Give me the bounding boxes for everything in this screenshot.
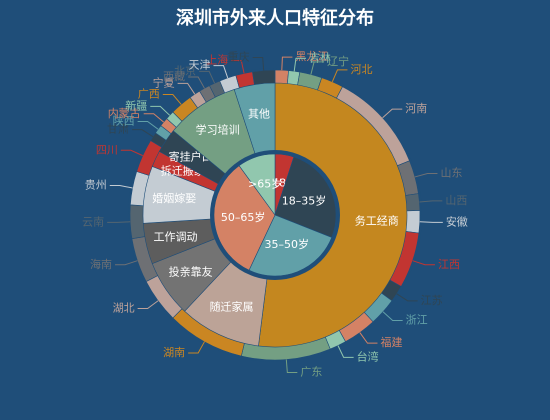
reason-label-0: 务工经商: [355, 213, 399, 227]
province-label-20: 甘肃: [107, 123, 129, 136]
province-label-line-6: [419, 200, 443, 203]
province-label-23: 新疆: [125, 98, 147, 112]
province-label-line-30: [252, 56, 265, 71]
age-label-4: >65岁: [248, 177, 282, 191]
province-label-30: 重庆: [228, 49, 250, 63]
province-label-line-14: [188, 341, 205, 354]
province-label-line-17: [107, 221, 131, 223]
province-label-25: 宁夏: [153, 75, 175, 89]
reason-label-1: 随迁家属: [210, 299, 254, 313]
province-label-line-1: [293, 57, 306, 72]
province-label-line-3: [331, 69, 348, 83]
province-label-14: 湖南: [163, 346, 185, 359]
inner-ring-border: [210, 150, 340, 280]
reason-label-4: 婚姻嫁娶: [152, 191, 196, 205]
province-label-line-18: [109, 185, 133, 189]
province-label-line-12: [337, 345, 354, 358]
province-label-line-21: [137, 121, 159, 130]
age-slice-3[interactable]: [213, 165, 276, 271]
age-label-2: 35–50岁: [265, 237, 310, 251]
province-label-line-8: [412, 260, 435, 266]
province-label-2: 辽宁: [327, 54, 349, 68]
province-label-11: 福建: [380, 335, 402, 349]
province-label-0: 黑龙江: [295, 50, 328, 63]
province-label-28: 天津: [188, 59, 210, 72]
province-label-line-23: [150, 105, 171, 116]
province-label-line-24: [162, 93, 182, 105]
reason-label-3: 工作调动: [153, 230, 197, 243]
province-label-line-5: [414, 173, 438, 178]
province-label-line-9: [396, 293, 418, 302]
reason-label-2: 投亲靠友: [169, 264, 213, 278]
province-label-line-19: [120, 149, 143, 157]
province-label-line-29: [231, 60, 245, 74]
province-label-15: 湖北: [113, 301, 135, 314]
reason-label-8: 其他: [248, 107, 270, 120]
province-label-22: 内蒙古: [108, 106, 141, 120]
province-label-line-22: [143, 113, 165, 123]
province-label-5: 山东: [440, 167, 462, 180]
age-label-1: 18–35岁: [282, 193, 327, 207]
province-label-line-0: [281, 56, 293, 71]
province-label-line-10: [382, 311, 403, 321]
province-label-line-25: [177, 82, 196, 95]
reason-label-7: 学习培训: [196, 123, 240, 137]
province-label-16: 海南: [90, 257, 112, 271]
province-label-17: 云南: [82, 215, 104, 228]
province-label-29: 上海: [206, 53, 228, 67]
age-label-3: 50–65岁: [221, 210, 266, 224]
province-label-1: 吉林: [309, 50, 331, 64]
province-label-12: 台湾: [357, 349, 379, 363]
province-label-line-26: [188, 76, 205, 89]
province-label-10: 浙江: [406, 313, 428, 326]
province-label-21: 陕西: [113, 114, 135, 128]
province-label-line-28: [213, 65, 229, 79]
province-label-line-4: [382, 108, 403, 119]
province-label-26: 西藏: [163, 70, 185, 83]
province-label-8: 江西: [438, 258, 460, 271]
province-label-line-27: [199, 70, 216, 84]
province-label-line-7: [419, 221, 443, 223]
province-label-line-2: [310, 61, 325, 75]
province-label-line-11: [359, 332, 378, 344]
province-label-line-20: [132, 129, 154, 138]
province-label-line-15: [137, 300, 159, 309]
province-label-13: 广东: [300, 366, 322, 379]
province-slice-0[interactable]: [274, 69, 289, 85]
province-label-9: 江苏: [421, 294, 443, 307]
province-label-3: 河北: [350, 63, 372, 76]
province-label-24: 广西: [138, 87, 160, 100]
province-label-6: 山西: [445, 194, 467, 207]
age-slice-1[interactable]: [274, 156, 337, 238]
chart-title: 深圳市外来人口特征分布: [176, 8, 374, 29]
province-label-27: 北京: [174, 63, 196, 77]
province-label-4: 河南: [405, 102, 427, 115]
province-label-19: 四川: [96, 143, 118, 156]
age-slice-2[interactable]: [248, 214, 333, 277]
age-slice-4[interactable]: [238, 153, 276, 216]
province-label-18: 贵州: [85, 179, 107, 192]
province-label-line-16: [115, 260, 138, 266]
province-label-line-13: [285, 359, 298, 374]
province-label-7: 安徽: [446, 214, 468, 228]
